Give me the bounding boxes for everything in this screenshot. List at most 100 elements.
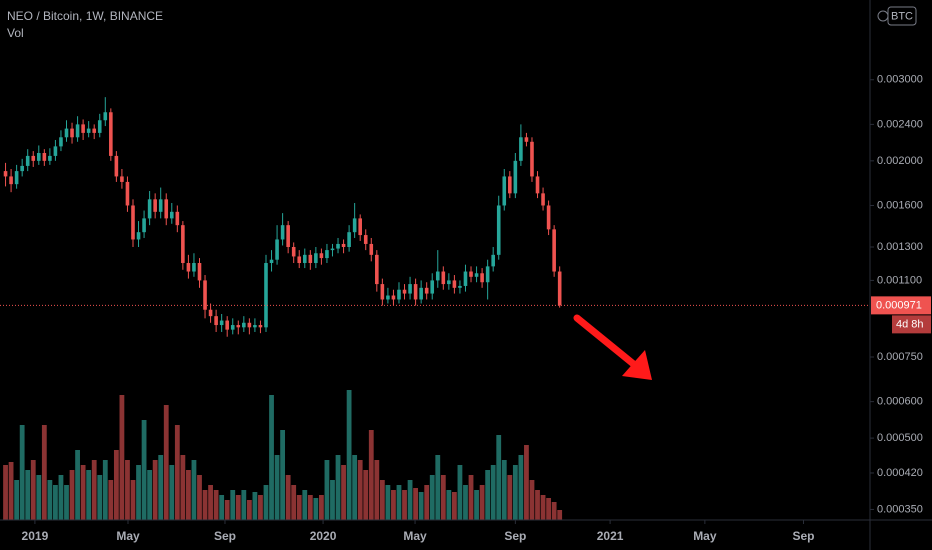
candle-layer bbox=[0, 97, 870, 337]
candle-body bbox=[219, 320, 224, 326]
candle-body bbox=[386, 295, 390, 300]
candle-body bbox=[491, 254, 495, 267]
candle-body bbox=[175, 211, 180, 226]
volume-bar bbox=[136, 465, 141, 520]
volume-bar bbox=[169, 465, 175, 520]
x-tick-label: 2021 bbox=[597, 529, 624, 543]
volume-bar bbox=[53, 485, 58, 520]
volume-bar bbox=[158, 455, 164, 520]
x-tick-label: May bbox=[403, 529, 427, 543]
candle-body bbox=[142, 218, 146, 233]
candle-body bbox=[380, 284, 385, 300]
candle-body bbox=[48, 155, 52, 161]
volume-bar bbox=[19, 425, 25, 520]
volume-bar bbox=[418, 492, 424, 520]
volume-bar bbox=[507, 475, 513, 520]
candle-body bbox=[524, 137, 529, 142]
y-tick-label: 0.003000 bbox=[877, 74, 923, 86]
candle-body bbox=[181, 225, 185, 264]
volume-bar bbox=[86, 470, 92, 520]
candle-body bbox=[36, 153, 41, 161]
volume-bar bbox=[307, 495, 313, 520]
candle-body bbox=[153, 199, 157, 212]
y-tick-label: 0.000750 bbox=[877, 351, 923, 363]
candle-body bbox=[59, 137, 63, 147]
volume-bar bbox=[379, 480, 385, 520]
volume-bar bbox=[3, 465, 8, 520]
candle-body bbox=[336, 243, 340, 249]
volume-bar bbox=[463, 485, 468, 520]
volume-bar bbox=[341, 465, 346, 520]
candle-body bbox=[131, 205, 135, 240]
candle-body bbox=[103, 112, 108, 121]
candle-body bbox=[203, 280, 207, 310]
candle-body bbox=[319, 253, 324, 259]
y-tick-label: 0.000420 bbox=[877, 467, 923, 479]
volume-bar bbox=[474, 490, 479, 520]
volume-bar bbox=[230, 490, 236, 520]
volume-bar bbox=[374, 460, 380, 520]
candle-body bbox=[86, 128, 91, 133]
y-tick-label: 0.000500 bbox=[877, 432, 923, 444]
x-tick-label: Sep bbox=[214, 529, 236, 543]
candle-body bbox=[125, 181, 130, 206]
volume-bar bbox=[546, 498, 551, 520]
volume-bar bbox=[75, 450, 80, 520]
candle-body bbox=[508, 176, 512, 194]
axis-layer: 0.003000 0.002400 0.002000 0.001600 0.001300… bbox=[22, 74, 931, 543]
volume-bar bbox=[235, 495, 241, 520]
candle-body bbox=[186, 263, 191, 272]
candle-body bbox=[14, 171, 19, 185]
currency-label[interactable]: BTC bbox=[891, 10, 913, 22]
currency-button[interactable] bbox=[887, 6, 917, 26]
volume-bar bbox=[468, 475, 474, 520]
x-tick-label: Sep bbox=[504, 529, 526, 543]
last-price-label: 0.000971 bbox=[876, 299, 922, 311]
volume-bar bbox=[302, 490, 308, 520]
volume-bar bbox=[241, 490, 247, 520]
countdown-label: 4d 8h bbox=[896, 318, 924, 330]
volume-bar bbox=[485, 470, 491, 520]
candle-body bbox=[53, 146, 58, 156]
candle-body bbox=[136, 232, 141, 240]
volume-bar bbox=[30, 460, 36, 520]
volume-bar bbox=[91, 460, 97, 520]
volume-bar bbox=[385, 485, 391, 520]
candle-body bbox=[192, 263, 196, 272]
volume-bar bbox=[319, 495, 324, 520]
volume-bar bbox=[524, 445, 529, 520]
volume-bar bbox=[180, 455, 186, 520]
candle-body bbox=[463, 271, 468, 286]
volume-bar bbox=[14, 480, 20, 520]
candle-body bbox=[109, 112, 113, 156]
candle-body bbox=[280, 225, 285, 240]
candle-body bbox=[3, 171, 8, 177]
candle-body bbox=[391, 295, 396, 300]
volume-bar bbox=[8, 462, 14, 520]
volume-bar bbox=[330, 480, 335, 520]
candle-body bbox=[31, 155, 36, 161]
chart-title: NEO / Bitcoin, 1W, BINANCE bbox=[7, 9, 163, 23]
volume-legend: Vol bbox=[7, 26, 24, 40]
candle-body bbox=[530, 141, 534, 177]
candle-body bbox=[363, 235, 368, 244]
candle-body bbox=[541, 193, 545, 206]
volume-bar bbox=[435, 455, 441, 520]
candle-body bbox=[286, 225, 290, 248]
volume-bar bbox=[496, 435, 502, 520]
y-tick-label: 0.000600 bbox=[877, 396, 923, 408]
volume-bar bbox=[274, 455, 280, 520]
volume-bar bbox=[391, 490, 396, 520]
x-tick-label: May bbox=[116, 529, 140, 543]
y-tick-label: 0.001300 bbox=[877, 241, 923, 253]
candle-body bbox=[496, 205, 501, 255]
candle-body bbox=[341, 243, 346, 248]
arrow-annotation bbox=[573, 314, 652, 380]
volume-bar bbox=[252, 492, 258, 520]
candle-body bbox=[275, 239, 279, 260]
volume-bar bbox=[363, 470, 369, 520]
arrow-shaft bbox=[573, 314, 640, 370]
volume-bar bbox=[402, 490, 407, 520]
candle-body bbox=[297, 256, 302, 264]
candle-body bbox=[402, 289, 407, 294]
